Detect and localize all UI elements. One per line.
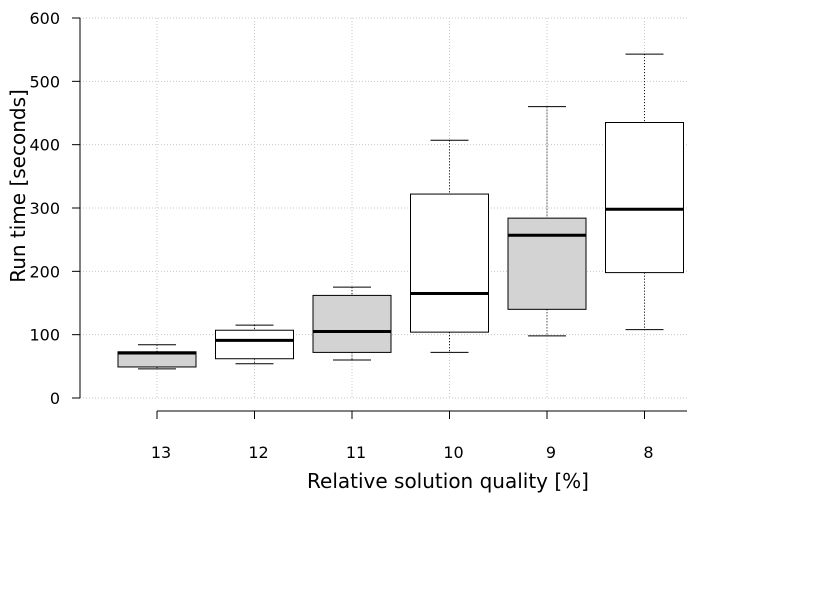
box-11: [312, 286, 392, 361]
iqr-box: [605, 122, 684, 274]
y-tick-label: 300: [29, 199, 60, 218]
x-tick-label: 13: [151, 443, 171, 462]
x-tick-label: 8: [643, 443, 653, 462]
iqr-box: [215, 329, 294, 360]
box-9: [507, 106, 587, 337]
iqr-box: [410, 193, 489, 333]
y-tick-label: 400: [29, 136, 60, 155]
x-tick-label: 9: [546, 443, 556, 462]
y-tick-label: 200: [29, 262, 60, 281]
iqr-box: [507, 217, 587, 310]
box-13: [117, 344, 197, 370]
y-tick-label: 600: [29, 9, 60, 28]
y-tick-label: 500: [29, 72, 60, 91]
x-tick-label: 11: [346, 443, 366, 462]
box-12: [215, 324, 294, 365]
y-tick-label: 0: [50, 389, 60, 408]
x-axis-ticks: 13 12 11 10 9 8: [151, 411, 654, 462]
y-axis-ticks: 0 100 200 300 400 500 600: [29, 9, 80, 408]
box-8: [605, 53, 684, 331]
x-axis-title: Relative solution quality [%]: [307, 469, 589, 493]
box-series: [117, 53, 684, 370]
box-10: [410, 139, 489, 353]
x-tick-label: 10: [443, 443, 463, 462]
iqr-box: [312, 294, 392, 353]
y-axis-title: Run time [seconds]: [6, 89, 30, 283]
x-tick-label: 12: [248, 443, 268, 462]
y-tick-label: 100: [29, 326, 60, 345]
